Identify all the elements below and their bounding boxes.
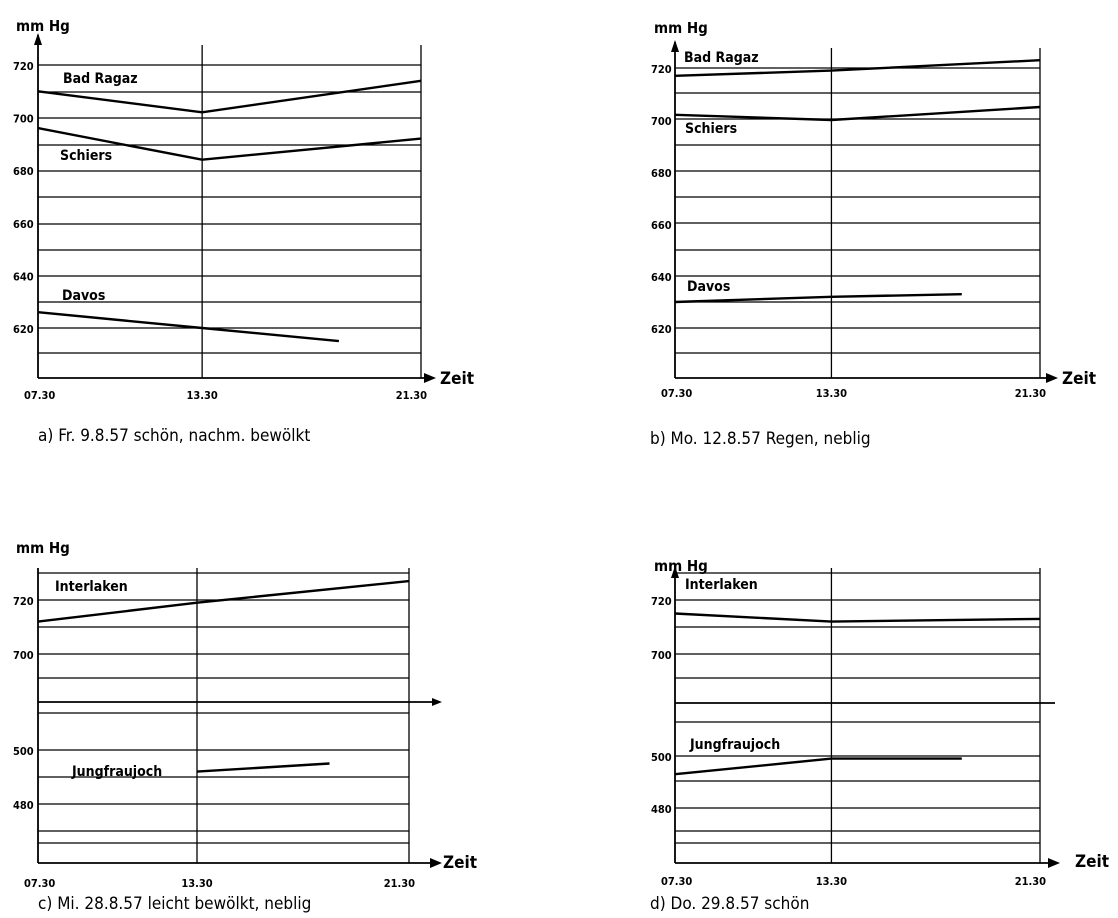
chart-panel-d: 720 700 500 480 07.30 13.30 21.30 mm Hg Zeit d) D… [650, 557, 1109, 914]
series-line-davos [37, 311, 340, 343]
series-line-bad-ragaz [674, 59, 1041, 77]
x-axis-arrow [1046, 373, 1058, 383]
x-tick-label: 13.30 [816, 875, 847, 888]
y-axis-unit: mm Hg [16, 539, 70, 557]
x-axis-label: Zeit [1075, 852, 1109, 872]
x-tick-label: 21.30 [1015, 875, 1046, 888]
y-tick-label: 680 [651, 167, 672, 180]
series-label-schiers: Schiers [685, 121, 737, 137]
x-tick-label: 21.30 [396, 389, 427, 402]
y-axis-arrow [34, 33, 42, 45]
series-line-schiers [674, 105, 1041, 122]
y-axis-unit: mm Hg [654, 19, 708, 37]
series-label-schiers: Schiers [60, 148, 112, 164]
x-axis-arrow [430, 858, 442, 868]
x-axis-label: Zeit [440, 369, 474, 389]
y-tick-label: 720 [651, 595, 672, 608]
y-tick-label: 680 [13, 165, 34, 178]
chart-caption: c) Mi. 28.8.57 leicht bewölkt, neblig [38, 894, 311, 914]
series-line-davos [674, 293, 962, 304]
series-line-interlaken [37, 579, 410, 623]
y-tick-label: 720 [651, 63, 672, 76]
y-tick-label: 700 [651, 115, 672, 128]
chart-panel-b: 720 700 680 660 640 620 07.30 13.30 21.30 mm Hg Ze… [650, 19, 1096, 449]
y-tick-label: 620 [13, 323, 34, 336]
y-tick-label: 700 [13, 113, 34, 126]
x-axis-arrow [424, 373, 436, 383]
series-line-bad-ragaz [37, 79, 422, 114]
series-line-jungfraujoch [196, 762, 330, 773]
x-tick-label: 07.30 [661, 875, 692, 888]
x-tick-label: 07.30 [24, 877, 55, 890]
chart-caption: b) Mo. 12.8.57 Regen, neblig [650, 429, 871, 449]
y-tick-label: 720 [13, 595, 34, 608]
y-axis-arrow [671, 40, 679, 52]
y-tick-label: 500 [651, 751, 672, 764]
chart-panel-c: 720 700 500 480 07.30 13.30 21.30 mm Hg Zeit c) M… [13, 539, 477, 914]
x-tick-label: 21.30 [1015, 387, 1046, 400]
y-axis-unit: mm Hg [654, 557, 708, 575]
series-line-interlaken [674, 612, 1041, 623]
y-axis-arrow [671, 566, 679, 578]
series-label-jungfraujoch: Jungfraujoch [71, 764, 162, 780]
x-tick-label: 07.30 [24, 389, 55, 402]
y-tick-label: 480 [13, 799, 34, 812]
y-axis-unit: mm Hg [16, 17, 70, 35]
chart-caption: a) Fr. 9.8.57 schön, nachm. bewölkt [38, 426, 310, 446]
x-tick-label: 13.30 [181, 877, 212, 890]
x-axis-label: Zeit [443, 853, 477, 873]
series-label-interlaken: Interlaken [685, 577, 758, 593]
series-label-bad-ragaz: Bad Ragaz [684, 50, 759, 66]
series-label-jungfraujoch: Jungfraujoch [689, 737, 780, 753]
y-tick-label: 660 [651, 219, 672, 232]
series-label-interlaken: Interlaken [55, 579, 128, 595]
y-tick-label: 480 [651, 803, 672, 816]
x-tick-label: 07.30 [661, 387, 692, 400]
series-line-jungfraujoch [674, 757, 962, 776]
series-label-bad-ragaz: Bad Ragaz [63, 71, 138, 87]
x-tick-label: 21.30 [384, 877, 415, 890]
x-tick-label: 13.30 [186, 389, 217, 402]
y-tick-label: 660 [13, 218, 34, 231]
x-axis-arrow [1048, 858, 1060, 868]
series-line-schiers [37, 126, 422, 161]
series-label-davos: Davos [62, 288, 105, 304]
y-tick-label: 700 [13, 649, 34, 662]
y-tick-label: 720 [13, 60, 34, 73]
chart-caption: d) Do. 29.8.57 schön [650, 894, 809, 914]
y-tick-label: 640 [651, 271, 672, 284]
y-tick-label: 640 [13, 270, 34, 283]
y-tick-label: 700 [651, 649, 672, 662]
axis-break-arrow [432, 698, 442, 706]
y-tick-label: 500 [13, 745, 34, 758]
series-label-davos: Davos [687, 279, 730, 295]
x-tick-label: 13.30 [816, 387, 847, 400]
chart-panel-a: 720 700 680 660 640 620 07.30 13.30 21.30 mm Hg Ze… [13, 17, 474, 446]
y-tick-label: 620 [651, 323, 672, 336]
x-axis-label: Zeit [1062, 369, 1096, 389]
